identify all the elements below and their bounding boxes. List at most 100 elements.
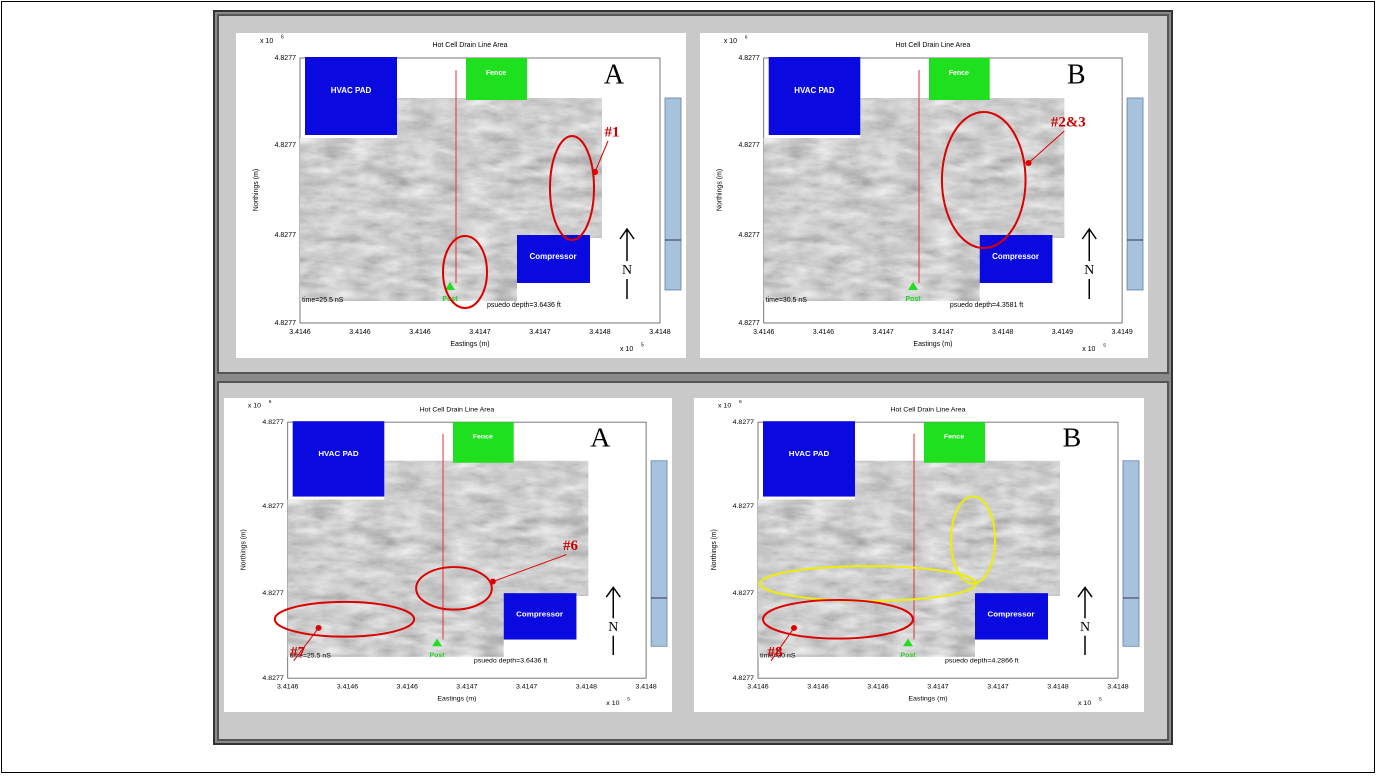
annotation: #6 bbox=[563, 538, 578, 554]
x-tick-label: 3.4146 bbox=[337, 684, 358, 691]
compressor-label: Compressor bbox=[987, 610, 1034, 619]
annotation: #1 bbox=[605, 124, 620, 140]
panel-letter: A bbox=[590, 423, 610, 453]
annotation: #2&3 bbox=[1051, 114, 1086, 130]
x-tick-label: 3.4147 bbox=[469, 329, 491, 336]
hvac-pad bbox=[769, 57, 861, 135]
x-tick-label: 3.4147 bbox=[873, 329, 894, 336]
x-axis-label: Eastings (m) bbox=[450, 341, 489, 348]
y-tick-label: 4.8277 bbox=[738, 142, 759, 149]
panel-letter: B bbox=[1063, 422, 1082, 452]
compressor-label: Compressor bbox=[516, 610, 563, 619]
fence-label: Fence bbox=[944, 434, 964, 441]
panel-letter: A bbox=[604, 59, 625, 90]
x-tick-label: 3.4146 bbox=[397, 684, 418, 691]
y-tick-label: 4.8277 bbox=[733, 675, 755, 682]
time-label: time=25.5 nS bbox=[302, 297, 344, 304]
depth-label: psuedo depth=3.6436 ft bbox=[474, 658, 547, 665]
fence-label: Fence bbox=[473, 434, 493, 441]
y-tick-label: 4.8277 bbox=[275, 232, 297, 239]
y-exponent-power: 6 bbox=[745, 34, 748, 40]
north-label: N bbox=[1084, 263, 1094, 278]
fence-label: Fence bbox=[486, 70, 506, 77]
map-panel: HVAC PAD Fence Compressor Post time=30.5 nS p… bbox=[700, 33, 1148, 358]
north-label: N bbox=[622, 263, 632, 278]
y-tick-label: 4.8277 bbox=[733, 419, 755, 426]
scrollbar bbox=[651, 461, 667, 647]
annotation-arrowhead bbox=[791, 625, 797, 631]
annotation-arrowhead bbox=[490, 579, 496, 585]
x-tick-label: 3.4146 bbox=[289, 329, 311, 336]
fence-label: Fence bbox=[949, 70, 969, 77]
x-tick-label: 3.4146 bbox=[807, 684, 829, 691]
y-axis-label: Northings (m) bbox=[717, 169, 724, 211]
x-tick-label: 3.4146 bbox=[747, 684, 769, 691]
chart-title: Hot Cell Drain Line Area bbox=[432, 42, 507, 49]
y-exponent: x 10 bbox=[724, 38, 737, 45]
y-tick-label: 4.8277 bbox=[262, 503, 283, 510]
annotation: #8 bbox=[768, 645, 783, 661]
x-tick-label: 3.4148 bbox=[576, 684, 597, 691]
x-tick-label: 3.4148 bbox=[1047, 684, 1069, 691]
x-axis-label: Eastings (m) bbox=[437, 695, 476, 702]
x-tick-label: 3.4146 bbox=[409, 329, 431, 336]
post-label: Post bbox=[906, 296, 922, 303]
x-tick-label: 3.4146 bbox=[813, 329, 834, 336]
depth-label: psuedo depth=4.2866 ft bbox=[945, 658, 1019, 665]
x-exponent: x 10 bbox=[1078, 700, 1091, 707]
x-tick-label: 3.4148 bbox=[589, 329, 611, 336]
panel-letter: B bbox=[1067, 59, 1086, 90]
x-tick-label: 3.4146 bbox=[349, 329, 371, 336]
y-exponent: x 10 bbox=[260, 38, 273, 45]
y-tick-label: 4.8277 bbox=[275, 320, 297, 327]
y-exponent-power: 6 bbox=[739, 399, 742, 405]
x-tick-label: 3.4148 bbox=[635, 684, 656, 691]
x-tick-label: 3.4148 bbox=[1107, 684, 1129, 691]
x-axis-label: Eastings (m) bbox=[913, 341, 952, 348]
compressor-label: Compressor bbox=[992, 252, 1039, 261]
fence bbox=[453, 422, 514, 463]
y-tick-label: 4.8277 bbox=[262, 675, 283, 682]
chart-title: Hot Cell Drain Line Area bbox=[420, 406, 495, 413]
y-tick-label: 4.8277 bbox=[738, 55, 759, 62]
x-tick-label: 3.4147 bbox=[456, 684, 477, 691]
scrollbar bbox=[665, 98, 681, 290]
x-exponent-power: 5 bbox=[627, 697, 630, 703]
y-exponent: x 10 bbox=[248, 403, 261, 410]
time-label: time=30.5 nS bbox=[766, 297, 808, 304]
hvac-label: HVAC PAD bbox=[794, 86, 835, 95]
post-label: Post bbox=[430, 652, 446, 659]
fence bbox=[466, 58, 527, 100]
y-tick-label: 4.8277 bbox=[733, 503, 755, 510]
hvac-pad bbox=[293, 421, 385, 496]
post-label: Post bbox=[900, 652, 916, 659]
x-axis-label: Eastings (m) bbox=[908, 695, 947, 702]
scrollbar bbox=[1127, 98, 1143, 290]
chart-title: Hot Cell Drain Line Area bbox=[890, 406, 965, 413]
y-tick-label: 4.8277 bbox=[262, 419, 283, 426]
y-tick-label: 4.8277 bbox=[738, 320, 759, 327]
hvac-pad bbox=[305, 57, 397, 135]
x-exponent: x 10 bbox=[620, 346, 633, 353]
north-label: N bbox=[1080, 619, 1090, 634]
hvac-pad bbox=[763, 421, 855, 496]
annotation: #7 bbox=[290, 645, 305, 661]
x-exponent-power: 5 bbox=[641, 342, 644, 348]
depth-label: psuedo depth=3.6436 ft bbox=[487, 302, 561, 309]
x-tick-label: 3.4146 bbox=[867, 684, 889, 691]
annotation-arrowhead bbox=[592, 169, 598, 175]
x-exponent: x 10 bbox=[1082, 346, 1095, 353]
y-tick-label: 4.8277 bbox=[738, 232, 759, 239]
hvac-label: HVAC PAD bbox=[331, 86, 372, 95]
depth-label: psuedo depth=4.3581 ft bbox=[950, 302, 1023, 309]
x-tick-label: 3.4147 bbox=[927, 684, 949, 691]
hvac-label: HVAC PAD bbox=[318, 449, 359, 458]
x-tick-label: 3.4146 bbox=[753, 329, 774, 336]
y-tick-label: 4.8277 bbox=[275, 55, 297, 62]
x-tick-label: 3.4147 bbox=[516, 684, 537, 691]
x-tick-label: 3.4147 bbox=[932, 329, 953, 336]
scrollbar bbox=[1123, 461, 1139, 647]
annotation-arrowhead bbox=[316, 625, 322, 631]
y-tick-label: 4.8277 bbox=[733, 590, 755, 597]
